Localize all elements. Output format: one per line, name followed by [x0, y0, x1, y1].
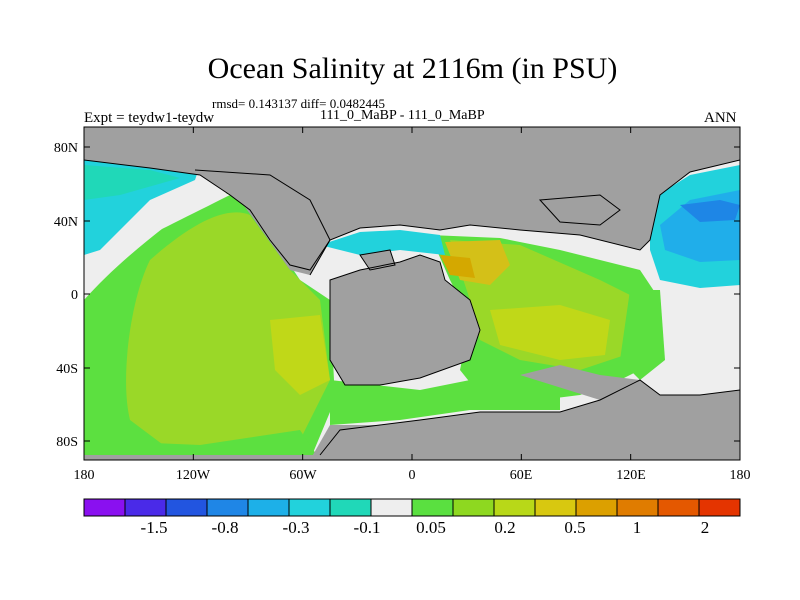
- land-west-strip: [84, 127, 300, 158]
- colorbar-swatch-8: [411, 498, 454, 517]
- north-atlantic-cyan: [320, 230, 445, 255]
- lon-label-120w: 120W: [176, 468, 211, 483]
- colorbar-swatch-3: [206, 498, 249, 517]
- ne-pacific-deepblue: [680, 200, 740, 222]
- pacific-yellowgreen-region: [126, 212, 330, 455]
- colorbar-label-1: -0.8: [212, 518, 239, 537]
- southern-ocean-green: [330, 380, 560, 425]
- lon-label-0: 0: [409, 468, 416, 483]
- colorbar-swatch-11: [534, 498, 577, 517]
- land-north-america: [195, 170, 330, 275]
- colorbar-swatch-15: [698, 498, 741, 517]
- tethys-olive-patch: [440, 255, 475, 278]
- pacific-lime-patch: [270, 315, 330, 395]
- colorbar-label-7: 1: [633, 518, 642, 537]
- axis-ticks: [83, 127, 741, 460]
- colorbar-swatch-6: [329, 498, 372, 517]
- land-island-1: [540, 195, 620, 225]
- lon-label-60w: 60W: [289, 468, 317, 483]
- colorbar-swatch-7: [370, 498, 413, 517]
- colorbar-label-8: 2: [701, 518, 710, 537]
- land-gondwana-west: [330, 255, 480, 385]
- indian-lime-region: [490, 305, 610, 360]
- colorbar-swatch-13: [616, 498, 659, 517]
- map-field: [84, 127, 740, 460]
- colorbar-label-3: -0.1: [354, 518, 381, 537]
- pacific-south-green: [84, 430, 320, 460]
- colorbar-label-0: -1.5: [141, 518, 168, 537]
- colorbar-swatch-1: [124, 498, 167, 517]
- coastline-gondwana-west: [329, 254, 481, 386]
- lon-label-60e: 60E: [510, 468, 533, 483]
- coastline-island-2: [359, 249, 396, 271]
- colorbar: [83, 498, 741, 517]
- east-green-edge: [620, 290, 665, 380]
- season-label: ANN: [704, 110, 737, 126]
- coastline-north-america: [194, 169, 331, 276]
- colorbar-swatch-2: [165, 498, 208, 517]
- plot-title: Ocean Salinity at 2116m (in PSU): [207, 52, 618, 85]
- lon-label-180e: 180: [730, 468, 751, 483]
- land-antarctica: [310, 425, 740, 460]
- north-pacific-teal: [84, 165, 180, 200]
- colorbar-labels: -1.5 -0.8 -0.3 -0.1 0.05 0.2 0.5 1 2: [141, 518, 710, 537]
- stats-label: rmsd= 0.143137 diff= 0.0482445: [212, 96, 385, 111]
- colorbar-label-5: 0.2: [494, 518, 515, 537]
- lat-label-80s: 80S: [56, 435, 78, 450]
- colorbar-swatch-4: [247, 498, 290, 517]
- colorbar-label-4: 0.05: [416, 518, 446, 537]
- coastline-north: [84, 159, 740, 271]
- lon-label-180w: 180: [74, 468, 95, 483]
- colorbar-swatch-0: [83, 498, 126, 517]
- lat-label-0: 0: [71, 288, 78, 303]
- colorbar-label-2: -0.3: [283, 518, 310, 537]
- colorbar-label-6: 0.5: [564, 518, 585, 537]
- coastlines: [84, 159, 740, 456]
- colorbar-swatch-5: [288, 498, 331, 517]
- colorbar-swatch-14: [657, 498, 700, 517]
- lat-label-40n: 40N: [54, 215, 78, 230]
- colorbar-swatch-10: [493, 498, 536, 517]
- coastline-island-1: [538, 194, 621, 226]
- subtitle: 111_0_MaBP - 111_0_MaBP: [320, 108, 485, 123]
- coastline-south: [319, 379, 740, 456]
- lat-label-40s: 40S: [56, 362, 78, 377]
- colorbar-swatch-12: [575, 498, 618, 517]
- colorbar-swatch-9: [452, 498, 495, 517]
- experiment-label: Expt = teydw1-teydw: [84, 110, 215, 126]
- lon-label-120e: 120E: [616, 468, 646, 483]
- lat-label-80n: 80N: [54, 141, 78, 156]
